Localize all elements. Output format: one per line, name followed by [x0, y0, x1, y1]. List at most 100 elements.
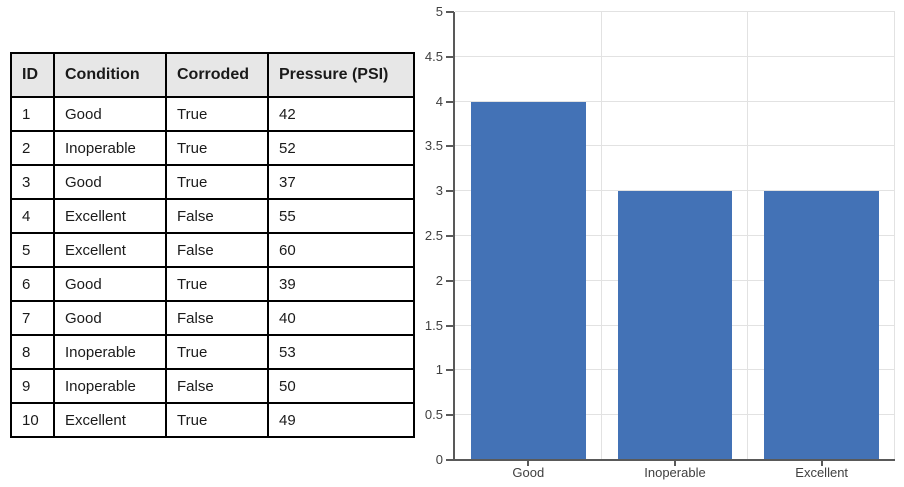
- table-row: 4 Excellent False 55: [10, 198, 415, 234]
- x-tick-mark: [674, 461, 676, 466]
- y-axis-line: [453, 12, 455, 461]
- gridline-v: [894, 12, 895, 460]
- cell-id: 1: [10, 96, 55, 132]
- y-tick-label: 3.5: [424, 138, 443, 154]
- cell-corroded: True: [165, 164, 269, 200]
- cell-pressure: 50: [267, 368, 415, 404]
- x-tick-mark: [527, 461, 530, 466]
- gridline-v: [747, 12, 749, 460]
- cell-id: 3: [10, 164, 55, 200]
- cell-pressure: 39: [267, 266, 415, 302]
- cell-condition: Excellent: [53, 402, 167, 438]
- x-category-label: Excellent: [795, 465, 849, 480]
- y-tick-mark: [446, 414, 454, 417]
- y-tick-label: 1.5: [424, 317, 443, 333]
- y-tick-label: 5: [435, 4, 443, 19]
- x-category-label: Good: [512, 465, 545, 480]
- cell-corroded: False: [165, 300, 269, 336]
- gridline-h: [455, 11, 895, 12]
- cell-id: 8: [10, 334, 55, 370]
- column-header-corroded: Corroded: [165, 52, 269, 98]
- column-header-pressure: Pressure (PSI): [267, 52, 415, 98]
- y-tick-mark: [446, 190, 454, 193]
- cell-condition: Good: [53, 96, 167, 132]
- x-axis-labels: Good Inoperable Excellent: [455, 466, 895, 484]
- cell-id: 2: [10, 130, 55, 166]
- cell-corroded: True: [165, 266, 269, 302]
- y-tick-mark: [446, 324, 454, 327]
- cell-pressure: 55: [267, 198, 415, 234]
- y-axis-ticks: [446, 11, 454, 461]
- table-row: 10 Excellent True 49: [10, 402, 415, 438]
- cell-pressure: 53: [267, 334, 415, 370]
- y-tick-mark: [446, 235, 454, 237]
- y-tick-label: 2: [435, 272, 443, 288]
- y-tick-label: 1: [435, 362, 443, 378]
- y-tick-label: 4.5: [424, 48, 443, 64]
- cell-condition: Inoperable: [53, 334, 167, 370]
- table-row: 5 Excellent False 60: [10, 232, 415, 268]
- table-header-row: ID Condition Corroded Pressure (PSI): [10, 52, 415, 98]
- cell-id: 9: [10, 368, 55, 404]
- plot-area: [455, 11, 895, 460]
- gridline-h: [455, 100, 895, 102]
- y-tick-label: 4: [435, 93, 443, 109]
- bar: [471, 101, 586, 460]
- y-tick-label: 0: [435, 452, 443, 467]
- x-category-label: Inoperable: [644, 465, 706, 480]
- x-axis-ticks: [455, 461, 895, 467]
- cell-condition: Excellent: [53, 198, 167, 234]
- data-table-container: ID Condition Corroded Pressure (PSI) 1 G…: [10, 52, 415, 438]
- cell-pressure: 52: [267, 130, 415, 166]
- cell-id: 6: [10, 266, 55, 302]
- cell-corroded: False: [165, 198, 269, 234]
- cell-pressure: 60: [267, 232, 415, 268]
- y-axis-labels: 0 0.5 1 1.5 2 2.5 3 3.5 4 4.5 5: [400, 4, 443, 467]
- table-row: 6 Good True 39: [10, 266, 415, 302]
- y-tick-label: 0.5: [424, 407, 443, 423]
- cell-corroded: True: [165, 130, 269, 166]
- y-tick-mark: [446, 55, 454, 58]
- x-axis-line: [449, 459, 895, 461]
- bar: [617, 191, 733, 460]
- cell-condition: Good: [53, 164, 167, 200]
- bar: [764, 191, 879, 460]
- y-tick-mark: [446, 100, 454, 103]
- cell-condition: Good: [53, 300, 167, 336]
- gridline-v: [600, 12, 602, 460]
- cell-condition: Inoperable: [53, 368, 167, 404]
- cell-pressure: 37: [267, 164, 415, 200]
- x-tick-mark: [820, 461, 823, 466]
- table-row: 2 Inoperable True 52: [10, 130, 415, 166]
- data-table: ID Condition Corroded Pressure (PSI) 1 G…: [10, 52, 415, 438]
- cell-id: 5: [10, 232, 55, 268]
- cell-corroded: True: [165, 334, 269, 370]
- gridline-h: [455, 145, 895, 147]
- y-tick-mark: [446, 145, 454, 148]
- column-header-id: ID: [10, 52, 55, 98]
- cell-id: 7: [10, 300, 55, 336]
- cell-pressure: 42: [267, 96, 415, 132]
- cell-pressure: 40: [267, 300, 415, 336]
- gridline-h: [455, 190, 895, 192]
- cell-id: 4: [10, 198, 55, 234]
- table-row: 9 Inoperable False 50: [10, 368, 415, 404]
- table-row: 3 Good True 37: [10, 164, 415, 200]
- cell-corroded: False: [165, 368, 269, 404]
- cell-condition: Inoperable: [53, 130, 167, 166]
- y-tick-label: 3: [435, 183, 443, 199]
- cell-corroded: False: [165, 232, 269, 268]
- cell-corroded: True: [165, 96, 269, 132]
- cell-pressure: 49: [267, 402, 415, 438]
- column-header-condition: Condition: [53, 52, 167, 98]
- cell-corroded: True: [165, 402, 269, 438]
- cell-condition: Excellent: [53, 232, 167, 268]
- y-tick-label: 2.5: [424, 228, 443, 243]
- gridline-h: [455, 55, 895, 57]
- y-tick-mark: [446, 279, 454, 282]
- table-row: 7 Good False 40: [10, 300, 415, 336]
- y-tick-mark: [446, 369, 454, 372]
- cell-id: 10: [10, 402, 55, 438]
- table-row: 1 Good True 42: [10, 96, 415, 132]
